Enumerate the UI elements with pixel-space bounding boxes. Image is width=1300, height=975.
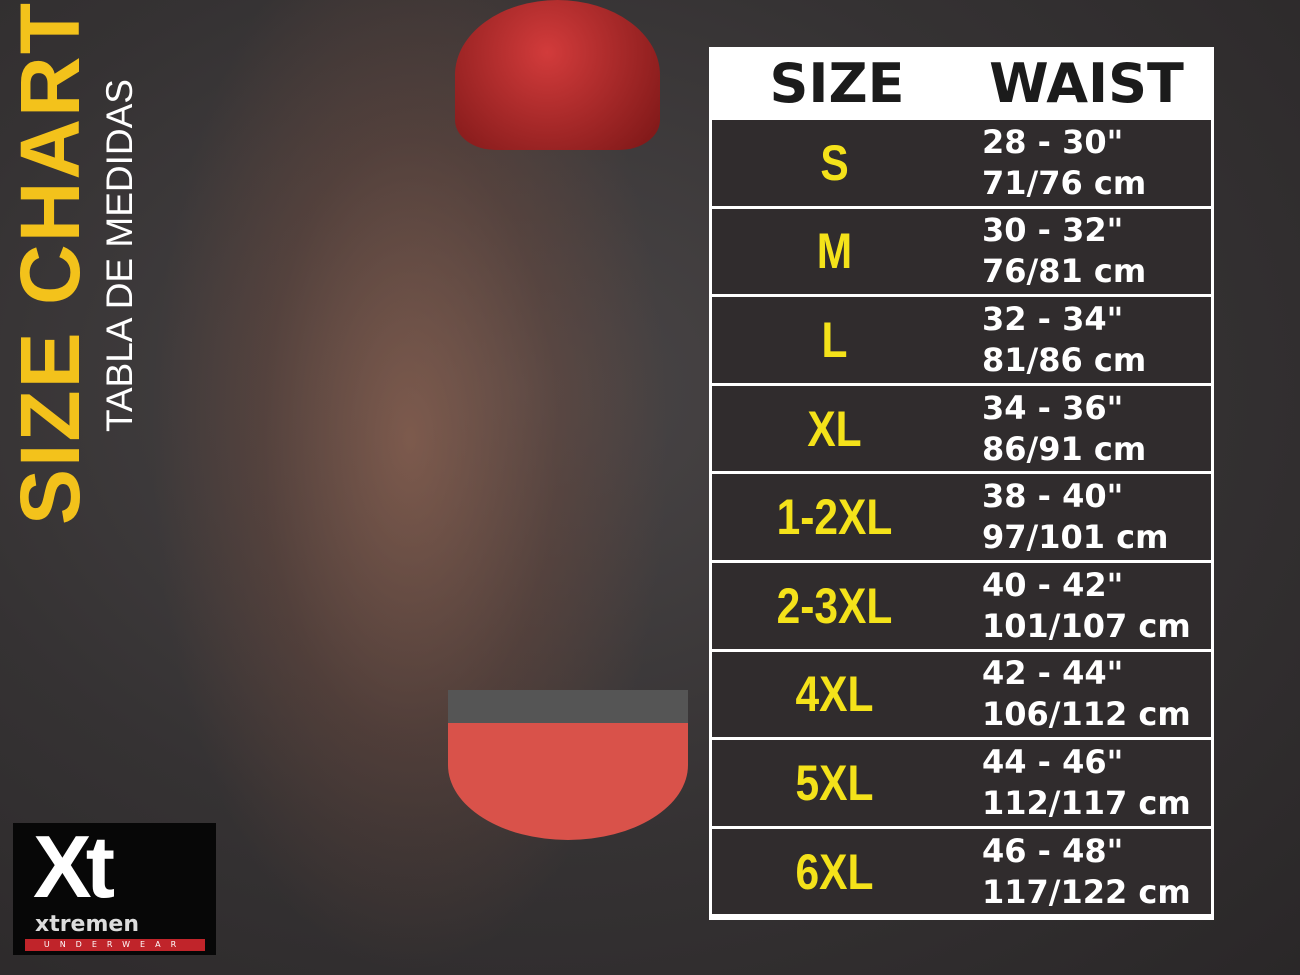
size-label: 4XL xyxy=(795,666,874,723)
waist-inches: 34 - 36" xyxy=(982,388,1124,427)
subtitle: TABLA DE MEDIDAS xyxy=(99,79,140,432)
waist-value: 28 - 30" 71/76 cm xyxy=(957,122,1146,204)
waist-value: 32 - 34" 81/86 cm xyxy=(957,299,1146,381)
waist-cm: 112/117 cm xyxy=(982,783,1191,822)
table-body: S 28 - 30" 71/76 cm M 30 - 32" 76/81 cm … xyxy=(712,120,1211,915)
size-label: XL xyxy=(807,400,862,457)
waist-inches: 28 - 30" xyxy=(982,122,1124,161)
table-header: SIZE WAIST xyxy=(712,50,1211,117)
size-label: 6XL xyxy=(795,843,874,900)
table-row: S 28 - 30" 71/76 cm xyxy=(712,120,1211,206)
header-waist: WAIST xyxy=(989,52,1184,115)
waist-inches: 30 - 32" xyxy=(982,211,1124,250)
waist-inches: 32 - 34" xyxy=(982,299,1124,338)
waist-inches: 44 - 46" xyxy=(982,742,1124,781)
table-row: L 32 - 34" 81/86 cm xyxy=(712,297,1211,383)
waist-cm: 86/91 cm xyxy=(982,429,1147,468)
size-label: S xyxy=(820,134,849,191)
waist-value: 34 - 36" 86/91 cm xyxy=(957,388,1146,470)
waist-value: 30 - 32" 76/81 cm xyxy=(957,210,1146,292)
size-label: L xyxy=(821,311,848,368)
table-row: 4XL 42 - 44" 106/112 cm xyxy=(712,651,1211,738)
logo-mark: Xt xyxy=(33,823,115,916)
waist-cm: 97/101 cm xyxy=(982,518,1169,557)
table-row: 1-2XL 38 - 40" 97/101 cm xyxy=(712,474,1211,560)
logo-tagline: UNDERWEAR xyxy=(25,939,205,951)
waist-inches: 38 - 40" xyxy=(982,477,1124,516)
table-row: M 30 - 32" 76/81 cm xyxy=(712,208,1211,295)
brand-logo: Xt xtremen UNDERWEAR xyxy=(13,823,216,955)
waist-value: 42 - 44" 106/112 cm xyxy=(957,653,1191,735)
waist-inches: 40 - 42" xyxy=(982,565,1124,604)
waist-cm: 101/107 cm xyxy=(982,606,1191,645)
waist-value: 38 - 40" 97/101 cm xyxy=(957,476,1168,558)
waist-inches: 42 - 44" xyxy=(982,654,1124,693)
table-row: XL 34 - 36" 86/91 cm xyxy=(712,385,1211,472)
helmet-image xyxy=(455,0,660,150)
waist-cm: 106/112 cm xyxy=(982,695,1191,734)
header-size: SIZE xyxy=(769,52,905,115)
size-label: 1-2XL xyxy=(776,489,893,546)
size-label: 2-3XL xyxy=(776,577,893,634)
jockstrap-image xyxy=(448,690,688,840)
waist-cm: 71/76 cm xyxy=(982,163,1147,202)
logo-wordmark: xtremen xyxy=(35,912,139,937)
size-table: SIZE WAIST S 28 - 30" 71/76 cm M 30 - 32… xyxy=(709,47,1214,920)
size-label: 5XL xyxy=(795,754,874,811)
title: SIZE CHART xyxy=(3,1,97,525)
table-row: 2-3XL 40 - 42" 101/107 cm xyxy=(712,562,1211,649)
size-label: M xyxy=(816,223,853,280)
waist-cm: 81/86 cm xyxy=(982,340,1147,379)
waist-cm: 117/122 cm xyxy=(982,872,1191,911)
waist-value: 40 - 42" 101/107 cm xyxy=(957,565,1191,647)
waist-cm: 76/81 cm xyxy=(982,252,1147,291)
waist-value: 44 - 46" 112/117 cm xyxy=(957,742,1191,824)
model-photo xyxy=(150,0,688,975)
waist-inches: 46 - 48" xyxy=(982,831,1124,870)
table-row: 5XL 44 - 46" 112/117 cm xyxy=(712,740,1211,826)
table-row: 6XL 46 - 48" 117/122 cm xyxy=(712,828,1211,915)
waist-value: 46 - 48" 117/122 cm xyxy=(957,831,1191,913)
